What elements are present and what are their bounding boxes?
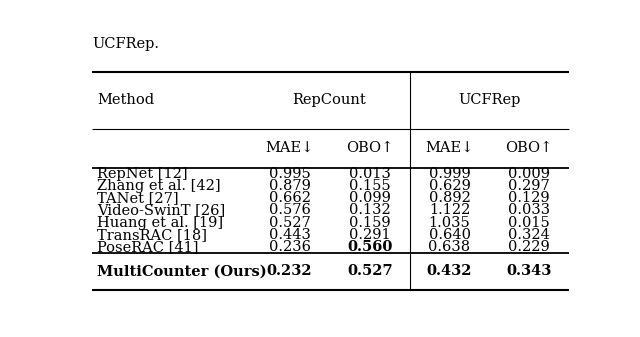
Text: UCFRep.: UCFRep. [92,37,159,51]
Text: 0.640: 0.640 [429,228,470,242]
Text: 0.155: 0.155 [349,179,391,193]
Text: 0.527: 0.527 [269,216,310,229]
Text: 0.229: 0.229 [508,240,550,254]
Text: 0.443: 0.443 [269,228,310,242]
Text: 0.432: 0.432 [427,265,472,278]
Text: MultiCounter (Ours): MultiCounter (Ours) [97,265,267,278]
Text: 0.629: 0.629 [429,179,470,193]
Text: PoseRAC [41]: PoseRAC [41] [97,240,199,254]
Text: 0.232: 0.232 [267,265,312,278]
Text: 0.999: 0.999 [429,167,470,181]
Text: 0.343: 0.343 [506,265,552,278]
Text: 0.560: 0.560 [348,240,393,254]
Text: 0.662: 0.662 [269,191,310,205]
Text: 0.236: 0.236 [269,240,310,254]
Text: MAE↓: MAE↓ [266,141,314,155]
Text: 0.009: 0.009 [508,167,550,181]
Text: 1.122: 1.122 [429,204,470,217]
Text: 0.297: 0.297 [508,179,550,193]
Text: 0.638: 0.638 [428,240,470,254]
Text: 0.159: 0.159 [349,216,391,229]
Text: Huang et al. [19]: Huang et al. [19] [97,216,223,229]
Text: 0.033: 0.033 [508,204,550,217]
Text: MAE↓: MAE↓ [426,141,474,155]
Text: UCFRep: UCFRep [458,93,520,107]
Text: 0.132: 0.132 [349,204,391,217]
Text: 0.527: 0.527 [348,265,393,278]
Text: 0.015: 0.015 [508,216,550,229]
Text: Video-SwinT [26]: Video-SwinT [26] [97,204,226,217]
Text: 0.099: 0.099 [349,191,391,205]
Text: 0.576: 0.576 [269,204,310,217]
Text: 1.035: 1.035 [429,216,470,229]
Text: 0.879: 0.879 [269,179,310,193]
Text: 0.291: 0.291 [349,228,391,242]
Text: 0.995: 0.995 [269,167,310,181]
Text: RepNet [12]: RepNet [12] [97,167,188,181]
Text: 0.892: 0.892 [429,191,470,205]
Text: OBO↑: OBO↑ [346,141,394,155]
Text: OBO↑: OBO↑ [505,141,552,155]
Text: TANet [27]: TANet [27] [97,191,179,205]
Text: 0.129: 0.129 [508,191,550,205]
Text: 0.013: 0.013 [349,167,391,181]
Text: Zhang et al. [42]: Zhang et al. [42] [97,179,221,193]
Text: Method: Method [97,93,154,107]
Text: 0.324: 0.324 [508,228,550,242]
Text: TransRAC [18]: TransRAC [18] [97,228,207,242]
Text: RepCount: RepCount [292,93,366,107]
